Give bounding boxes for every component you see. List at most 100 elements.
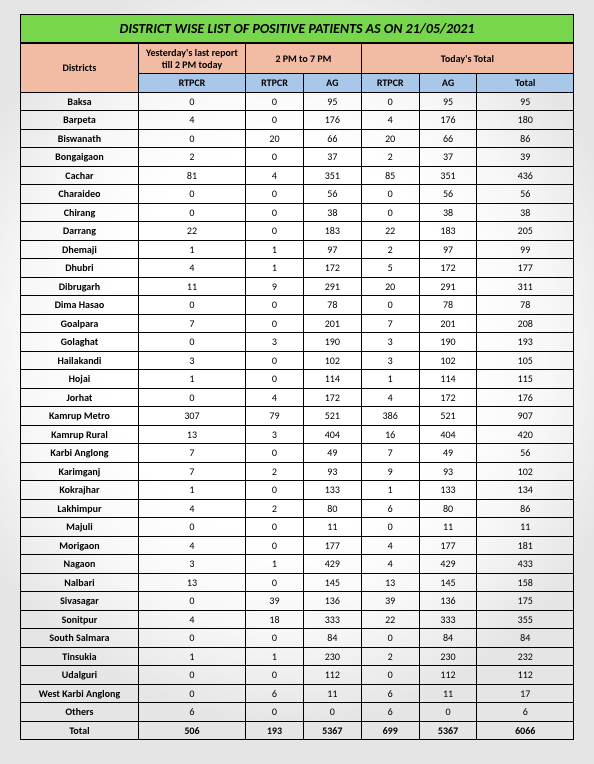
table-row: Kokrajhar101331133134	[21, 481, 574, 500]
cell-s-rtpcr: 1	[246, 555, 304, 574]
cell-t-rtpcr: 0	[361, 518, 419, 537]
table-row: Karbi Anglong704974956	[21, 444, 574, 463]
cell-s-rtpcr: 0	[246, 536, 304, 555]
cell-t-ag: 183	[419, 222, 477, 241]
table-row: Biswanath02066206686	[21, 129, 574, 148]
cell-s-rtpcr: 3	[246, 425, 304, 444]
cell-district: Hailakandi	[21, 351, 139, 370]
cell-t-rtpcr: 3	[361, 351, 419, 370]
cell-s-rtpcr: 4	[246, 166, 304, 185]
cell-s-rtpcr: 0	[246, 296, 304, 315]
cell-t-rtpcr: 9	[361, 462, 419, 481]
cell-s-rtpcr: 18	[246, 610, 304, 629]
cell-t-total: 56	[477, 444, 574, 463]
table-row: Barpeta401764176180	[21, 111, 574, 130]
cell-t-rtpcr: 0	[361, 296, 419, 315]
cell-t-rtpcr: 16	[361, 425, 419, 444]
cell-s-ag: 404	[303, 425, 361, 444]
cell-t-ag: 133	[419, 481, 477, 500]
cell-s-rtpcr: 0	[246, 111, 304, 130]
cell-district: Nalbari	[21, 573, 139, 592]
table-row: Goalpara702017201208	[21, 314, 574, 333]
cell-t-total: 6	[477, 703, 574, 722]
cell-t-rtpcr: 2	[361, 240, 419, 259]
cell-y-rtpcr: 1	[138, 370, 245, 389]
cell-y-rtpcr: 7	[138, 314, 245, 333]
table-row: Jorhat041724172176	[21, 388, 574, 407]
cell-s-ag: 176	[303, 111, 361, 130]
cell-s-ag: 49	[303, 444, 361, 463]
sub-t-total: Total	[477, 74, 574, 93]
cell-s-rtpcr: 0	[246, 666, 304, 685]
cell-s-rtpcr: 0	[246, 481, 304, 500]
cell-s-rtpcr: 4	[246, 388, 304, 407]
header-today: Today's Total	[361, 44, 573, 74]
cell-t-total: 86	[477, 129, 574, 148]
cell-t-ag: 97	[419, 240, 477, 259]
table-row: Karimganj7293993102	[21, 462, 574, 481]
cell-total-s-ag: 5367	[303, 721, 361, 740]
table-body: Baksa009509595Barpeta401764176180Biswana…	[21, 92, 574, 740]
cell-s-rtpcr: 1	[246, 240, 304, 259]
cell-district: Barpeta	[21, 111, 139, 130]
cell-t-rtpcr: 7	[361, 444, 419, 463]
cell-t-ag: 521	[419, 407, 477, 426]
cell-t-ag: 145	[419, 573, 477, 592]
cell-s-ag: 0	[303, 703, 361, 722]
cell-y-rtpcr: 0	[138, 518, 245, 537]
cell-y-rtpcr: 0	[138, 666, 245, 685]
cell-t-rtpcr: 0	[361, 666, 419, 685]
table-row: Baksa009509595	[21, 92, 574, 111]
cell-y-rtpcr: 0	[138, 388, 245, 407]
table-row: Dhubri411725172177	[21, 259, 574, 278]
cell-t-total: 86	[477, 499, 574, 518]
sub-s-ag: AG	[303, 74, 361, 93]
cell-s-rtpcr: 9	[246, 277, 304, 296]
cell-y-rtpcr: 81	[138, 166, 245, 185]
cell-t-rtpcr: 1	[361, 370, 419, 389]
cell-t-rtpcr: 6	[361, 684, 419, 703]
cell-s-ag: 114	[303, 370, 361, 389]
cell-t-total: 177	[477, 259, 574, 278]
cell-t-total: 84	[477, 629, 574, 648]
header-districts: Districts	[21, 44, 139, 93]
page: DISTRICT WISE LIST OF POSITIVE PATIENTS …	[0, 0, 594, 764]
cell-district: Jorhat	[21, 388, 139, 407]
cell-t-total: 17	[477, 684, 574, 703]
cell-s-ag: 190	[303, 333, 361, 352]
cell-t-rtpcr: 22	[361, 610, 419, 629]
cell-t-total: 205	[477, 222, 574, 241]
cell-s-ag: 429	[303, 555, 361, 574]
sub-t-ag: AG	[419, 74, 477, 93]
table-row: Sonitpur41833322333355	[21, 610, 574, 629]
table-row: Cachar81435185351436	[21, 166, 574, 185]
cell-t-rtpcr: 0	[361, 92, 419, 111]
cell-s-ag: 183	[303, 222, 361, 241]
table-row: Kamrup Rural13340416404420	[21, 425, 574, 444]
table-row: Dibrugarh11929120291311	[21, 277, 574, 296]
cell-t-ag: 56	[419, 185, 477, 204]
cell-s-rtpcr: 0	[246, 370, 304, 389]
cell-s-rtpcr: 1	[246, 259, 304, 278]
cell-s-rtpcr: 0	[246, 351, 304, 370]
cell-district: Kamrup Metro	[21, 407, 139, 426]
cell-total-t-ag: 5367	[419, 721, 477, 740]
cell-s-rtpcr: 0	[246, 444, 304, 463]
cell-y-rtpcr: 13	[138, 573, 245, 592]
cell-t-ag: 37	[419, 148, 477, 167]
cell-s-ag: 172	[303, 259, 361, 278]
cell-total-s-rtpcr: 193	[246, 721, 304, 740]
cell-s-rtpcr: 0	[246, 203, 304, 222]
cell-district: Karimganj	[21, 462, 139, 481]
cell-t-rtpcr: 0	[361, 629, 419, 648]
cell-y-rtpcr: 4	[138, 536, 245, 555]
cell-y-rtpcr: 22	[138, 222, 245, 241]
cell-y-rtpcr: 4	[138, 610, 245, 629]
table-row: South Salmara008408484	[21, 629, 574, 648]
cell-district: Sonitpur	[21, 610, 139, 629]
table-row: Udalguri001120112112	[21, 666, 574, 685]
cell-district: Tinsukia	[21, 647, 139, 666]
cell-y-rtpcr: 0	[138, 629, 245, 648]
cell-s-ag: 38	[303, 203, 361, 222]
cell-district: Bongaigaon	[21, 148, 139, 167]
